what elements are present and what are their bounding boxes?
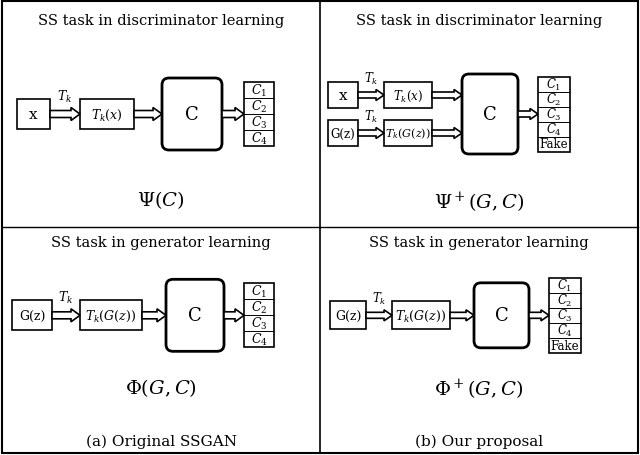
Text: $T_k$: $T_k$ [372,291,386,307]
Text: $C_2$: $C_2$ [547,92,562,108]
Polygon shape [529,310,549,321]
Polygon shape [224,309,244,322]
Bar [330,302,366,329]
Text: C: C [185,106,199,124]
Text: (b) Our proposal: (b) Our proposal [415,434,543,448]
Bar [538,77,570,152]
Polygon shape [366,310,392,321]
Text: $C_4$: $C_4$ [251,332,268,348]
FancyBboxPatch shape [474,283,529,348]
FancyBboxPatch shape [166,280,224,352]
Text: $T_k(x)$: $T_k(x)$ [91,107,123,122]
Text: G(z): G(z) [19,309,45,322]
Text: $C_1$: $C_1$ [251,83,267,99]
Text: $T_k(x)$: $T_k(x)$ [393,88,423,103]
Text: SS task in generator learning: SS task in generator learning [369,236,589,249]
Polygon shape [52,309,80,322]
Bar [392,302,450,329]
Bar [549,278,581,353]
Bar [80,301,142,331]
Bar [328,121,358,147]
Polygon shape [518,109,538,120]
Text: $C_4$: $C_4$ [546,121,562,138]
Text: $T_k$: $T_k$ [364,109,378,125]
Polygon shape [134,108,162,121]
Polygon shape [142,309,166,322]
Text: $\Phi^+(G, C)$: $\Phi^+(G, C)$ [435,377,524,401]
Polygon shape [432,90,462,101]
Text: $T_k(G(z))$: $T_k(G(z))$ [385,126,431,141]
Text: $\Psi^+(G, C)$: $\Psi^+(G, C)$ [434,190,524,215]
Text: $\Psi(C)$: $\Psi(C)$ [137,189,185,211]
Polygon shape [222,108,244,121]
Text: (a) Original SSGAN: (a) Original SSGAN [86,434,237,448]
Text: SS task in discriminator learning: SS task in discriminator learning [356,14,602,28]
Text: x: x [339,89,348,103]
Text: $T_k$: $T_k$ [58,89,72,105]
Text: $C_2$: $C_2$ [557,293,573,308]
FancyBboxPatch shape [162,79,222,151]
Text: $T_k$: $T_k$ [364,71,378,87]
Bar [328,83,358,109]
Bar [244,284,274,348]
Text: G(z): G(z) [331,127,355,140]
Text: SS task in generator learning: SS task in generator learning [51,236,271,249]
Bar [384,121,432,147]
Bar [80,100,134,130]
Polygon shape [432,128,462,139]
Text: $C_1$: $C_1$ [251,283,267,300]
Text: G(z): G(z) [335,309,361,322]
Text: SS task in discriminator learning: SS task in discriminator learning [38,14,284,28]
Text: $C_2$: $C_2$ [251,299,267,316]
Text: $\Phi(G, C)$: $\Phi(G, C)$ [125,376,197,398]
Text: C: C [483,106,497,124]
Polygon shape [358,90,384,101]
Text: $T_k$: $T_k$ [58,289,74,306]
Text: $C_2$: $C_2$ [251,99,267,115]
Bar [12,301,52,331]
Polygon shape [50,108,80,121]
FancyBboxPatch shape [462,75,518,155]
Text: $C_4$: $C_4$ [251,131,268,147]
Text: $C_1$: $C_1$ [557,278,573,294]
Bar [244,83,274,147]
Polygon shape [358,128,384,139]
Text: $T_k(G(z))$: $T_k(G(z))$ [85,308,136,323]
Text: $C_3$: $C_3$ [557,308,573,324]
Text: $T_k(G(z))$: $T_k(G(z))$ [396,308,447,323]
Text: $C_4$: $C_4$ [557,323,573,339]
Text: $C_1$: $C_1$ [547,77,561,93]
Text: $C_3$: $C_3$ [251,115,268,131]
Text: Fake: Fake [550,339,579,352]
Bar [384,83,432,109]
Text: C: C [188,307,202,324]
Text: $C_3$: $C_3$ [546,107,562,123]
Text: Fake: Fake [540,138,568,151]
Polygon shape [450,310,474,321]
Bar [17,100,50,130]
Text: x: x [29,108,38,122]
Text: $C_3$: $C_3$ [251,316,268,332]
Text: C: C [495,307,508,324]
